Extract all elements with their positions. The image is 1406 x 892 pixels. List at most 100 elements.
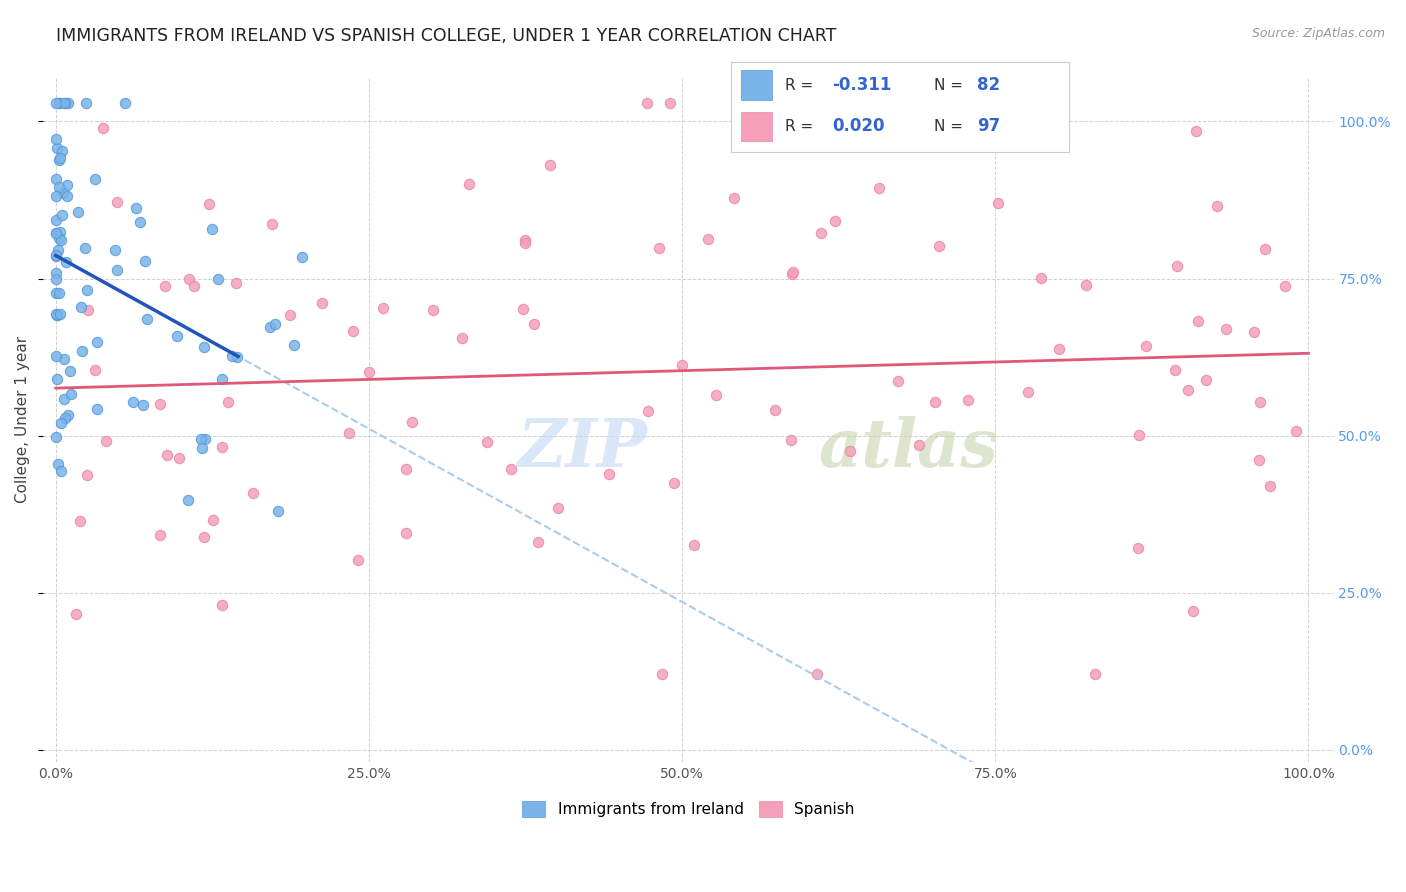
Text: R =: R = (785, 119, 818, 134)
Point (1253, 243, 1275, 257)
Point (190, 441, 212, 455)
Point (149, 528, 172, 542)
Point (45, 309, 67, 323)
Point (780, 433, 803, 447)
Point (1185, 124, 1208, 138)
Point (55, 178, 77, 193)
Legend: Immigrants from Ireland, Spanish: Immigrants from Ireland, Spanish (516, 795, 860, 823)
Point (53, 95, 76, 110)
Point (264, 317, 287, 331)
Point (45, 265, 67, 279)
Text: -0.311: -0.311 (832, 76, 891, 95)
Point (53, 392, 76, 406)
Point (52, 351, 75, 366)
Point (45, 349, 67, 363)
Point (636, 95, 658, 110)
Point (337, 425, 360, 440)
Point (924, 394, 946, 409)
Point (193, 530, 215, 544)
Point (908, 438, 931, 452)
Point (1187, 314, 1209, 328)
Point (207, 272, 229, 286)
Point (780, 267, 803, 281)
Point (55, 255, 77, 269)
Point (48, 95, 70, 110)
Point (527, 535, 550, 549)
Point (86, 334, 108, 349)
Point (46, 308, 69, 322)
Point (704, 388, 727, 402)
Point (131, 398, 153, 412)
Point (260, 217, 283, 231)
Point (49, 225, 72, 239)
Point (202, 513, 225, 527)
Point (51, 144, 73, 158)
Point (59, 364, 82, 378)
Point (124, 201, 146, 215)
Point (45, 307, 67, 321)
Point (70, 344, 93, 359)
Point (135, 312, 157, 326)
Point (547, 501, 569, 516)
Text: Source: ZipAtlas.com: Source: ZipAtlas.com (1251, 27, 1385, 40)
Point (45, 189, 67, 203)
Point (395, 462, 418, 476)
Point (267, 504, 290, 518)
Text: IMMIGRANTS FROM IRELAND VS SPANISH COLLEGE, UNDER 1 YEAR CORRELATION CHART: IMMIGRANTS FROM IRELAND VS SPANISH COLLE… (56, 27, 837, 45)
Point (45, 286, 67, 301)
Point (149, 397, 172, 411)
Point (91, 121, 114, 136)
Point (659, 95, 682, 110)
Point (723, 191, 745, 205)
Point (94, 434, 117, 448)
Point (1249, 395, 1271, 409)
Point (226, 350, 249, 364)
Point (183, 278, 205, 293)
Point (671, 358, 693, 372)
Point (69, 301, 91, 315)
Point (48, 286, 70, 301)
Point (347, 553, 370, 567)
Point (48, 231, 70, 245)
Point (49, 416, 72, 430)
Point (1166, 259, 1188, 273)
Point (45, 272, 67, 286)
Point (190, 432, 212, 446)
Point (211, 440, 233, 454)
Point (48, 457, 70, 471)
Point (76, 283, 98, 297)
Point (1031, 271, 1053, 285)
Point (401, 415, 423, 429)
Point (129, 215, 152, 229)
Point (197, 196, 219, 211)
Point (987, 196, 1010, 211)
Point (48, 95, 70, 110)
Y-axis label: College, Under 1 year: College, Under 1 year (15, 336, 30, 503)
Point (1260, 479, 1282, 493)
Point (167, 450, 190, 465)
Point (1182, 604, 1205, 618)
Point (1074, 278, 1097, 293)
Point (58, 408, 80, 422)
Point (45, 430, 67, 444)
Point (682, 538, 704, 552)
Point (65, 607, 87, 622)
Point (1243, 326, 1265, 340)
Point (763, 402, 786, 417)
Point (67, 205, 90, 219)
Point (259, 320, 281, 334)
Point (1215, 322, 1237, 336)
Point (342, 324, 364, 338)
Point (357, 365, 380, 379)
Point (156, 448, 179, 462)
Point (311, 296, 333, 310)
Point (515, 233, 537, 247)
Point (868, 180, 890, 194)
Point (179, 272, 201, 286)
Point (1017, 384, 1039, 399)
Point (637, 404, 659, 418)
Point (155, 279, 177, 293)
Point (86, 401, 108, 416)
Point (45, 132, 67, 146)
Point (193, 340, 215, 354)
